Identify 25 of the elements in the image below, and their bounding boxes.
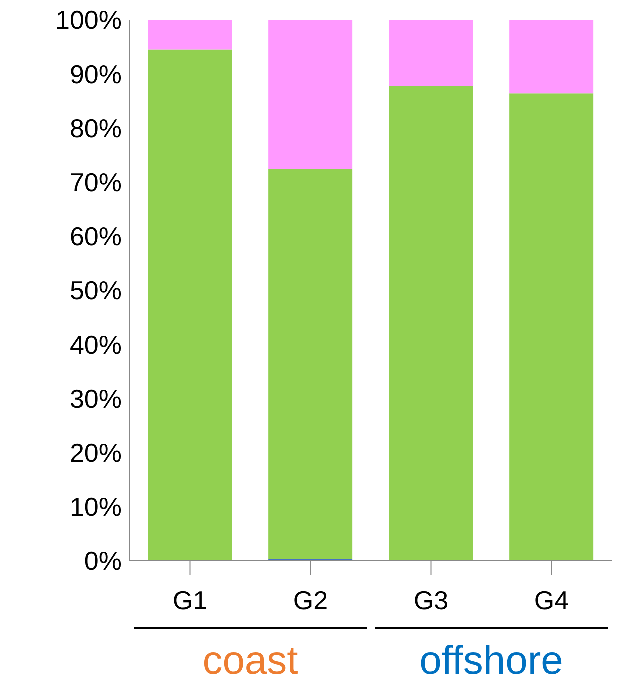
x-tick-label: G1: [172, 585, 208, 616]
y-tick-label: 50%: [70, 276, 122, 306]
y-tick-label: 60%: [70, 222, 122, 252]
y-tick-label: 10%: [70, 492, 122, 522]
bar: [268, 20, 353, 170]
bar: [148, 50, 232, 561]
y-tick-label: 100%: [56, 5, 122, 36]
bar: [510, 20, 594, 94]
bar: [148, 20, 232, 50]
x-tick-label: G3: [414, 585, 449, 616]
y-tick-label: 90%: [70, 59, 122, 90]
text: coast: [202, 639, 300, 684]
bar: [389, 86, 474, 561]
y-tick-label: 20%: [70, 438, 122, 468]
y-tick-label: 0%: [84, 546, 122, 576]
x-tick-label: G4: [534, 585, 570, 616]
text: offshore: [418, 639, 564, 684]
bar: [268, 169, 353, 560]
y-tick-label: 30%: [70, 384, 122, 414]
x-tick-label: G2: [293, 585, 328, 616]
y-tick-label: 40%: [70, 330, 122, 360]
bar: [510, 94, 594, 561]
bar: [389, 20, 474, 86]
y-tick-label: 70%: [70, 168, 122, 198]
y-tick-label: 80%: [70, 113, 122, 144]
